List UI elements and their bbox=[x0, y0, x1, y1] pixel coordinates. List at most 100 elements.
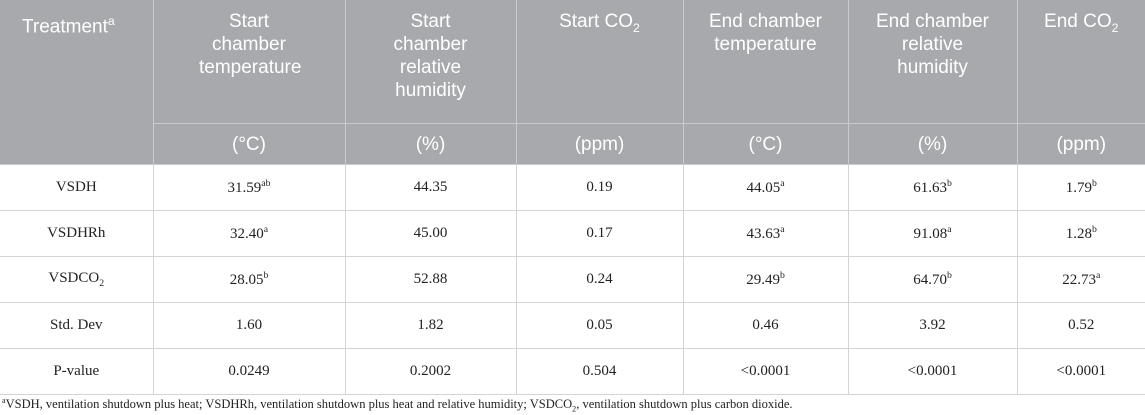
text: 0.17 bbox=[586, 225, 613, 241]
supscript: b bbox=[779, 270, 785, 281]
text: 64.70 bbox=[913, 272, 947, 288]
units-row: (°C) (%) (ppm) (°C) (%) (ppm) bbox=[0, 123, 1145, 165]
text: 1.28 bbox=[1065, 226, 1092, 242]
header-text: End chamber relative humidity bbox=[873, 10, 993, 79]
subscript: 2 bbox=[1111, 20, 1119, 35]
header-cell: Start chamber temperature bbox=[152, 0, 346, 124]
header-row: Treatmenta Start chamber temperature Start… bbox=[0, 0, 1145, 165]
text: 0.05 bbox=[586, 317, 613, 333]
table-cell: <0.0001 bbox=[847, 348, 1018, 395]
table-cell: 1.60 bbox=[152, 302, 346, 349]
header-cell: End CO2 bbox=[1016, 0, 1145, 124]
text: 29.49 bbox=[746, 272, 780, 288]
supscript: b bbox=[263, 270, 269, 281]
text: 0.52 bbox=[1068, 317, 1095, 333]
table-cell: 0.19 bbox=[515, 164, 684, 211]
text: 1.60 bbox=[235, 317, 263, 333]
text: 3.92 bbox=[919, 317, 946, 333]
unit-cell: (°C) bbox=[682, 123, 849, 165]
table-cell: VSDCO2 bbox=[0, 256, 154, 303]
text: , ventilation shutdown plus carbon dioxi… bbox=[576, 397, 793, 412]
header-cell: Start chamber relative humidity bbox=[344, 0, 517, 124]
table-cell: VSDHRh bbox=[0, 210, 154, 257]
unit-cell: (%) bbox=[344, 123, 517, 165]
text: 32.40 bbox=[229, 226, 264, 242]
text: 28.05 bbox=[229, 272, 264, 288]
footnote: aVSDH, ventilation shutdown plus heat; V… bbox=[2, 396, 793, 414]
text: Start CO bbox=[559, 11, 634, 32]
text: Std. Dev bbox=[50, 317, 103, 333]
table-row: VSDCO2 28.05b 52.88 0.24 29.49b 64.70b 22.73a bbox=[0, 256, 1145, 303]
header-cell: Treatmenta bbox=[0, 0, 154, 165]
table-cell: 64.70b bbox=[847, 256, 1018, 303]
unit-cell: (ppm) bbox=[515, 123, 684, 165]
text: Start chamber relative humidity bbox=[393, 11, 468, 101]
table-cell: 0.0249 bbox=[152, 348, 346, 395]
supscript: a bbox=[107, 14, 115, 28]
text: 43.63 bbox=[746, 226, 781, 242]
table-cell: 22.73a bbox=[1016, 256, 1145, 303]
table-cell: Std. Dev bbox=[0, 302, 154, 349]
table-cell: 3.92 bbox=[847, 302, 1018, 349]
text: 1.82 bbox=[417, 317, 444, 333]
text: 44.05 bbox=[746, 180, 781, 196]
header-text: End chamber temperature bbox=[706, 10, 826, 56]
text: 91.08 bbox=[913, 226, 948, 242]
table-cell: 31.59ab bbox=[152, 164, 346, 211]
supscript: a bbox=[1095, 270, 1101, 281]
supscript: a bbox=[947, 224, 952, 235]
table-cell: 0.24 bbox=[515, 256, 684, 303]
text: VSDH, ventilation shutdown plus heat; VS… bbox=[5, 397, 573, 412]
text: 1.79 bbox=[1065, 180, 1092, 196]
header-text: Start chamber relative humidity bbox=[381, 10, 481, 102]
text: 61.63 bbox=[913, 180, 947, 196]
text: <0.0001 bbox=[740, 363, 791, 379]
table-cell: VSDH bbox=[0, 164, 154, 211]
unit-cell: (%) bbox=[847, 123, 1018, 165]
table-row: VSDHRh 32.40a 45.00 0.17 43.63a 91.08a 1.28b bbox=[0, 210, 1145, 257]
supscript: b bbox=[946, 178, 952, 189]
text: <0.0001 bbox=[907, 363, 958, 379]
text: 0.2002 bbox=[409, 363, 452, 379]
text: VSDH bbox=[55, 179, 97, 195]
text: 0.46 bbox=[752, 317, 779, 333]
subscript: 2 bbox=[99, 278, 105, 289]
text: VSDHRh bbox=[47, 225, 106, 241]
supscript: a bbox=[780, 224, 785, 235]
text: Start chamber temperature bbox=[199, 11, 302, 78]
table-cell: 43.63a bbox=[682, 210, 849, 257]
header-text: Start CO2 bbox=[559, 10, 640, 40]
table-cell: 0.17 bbox=[515, 210, 684, 257]
table-cell: 44.35 bbox=[344, 164, 517, 211]
table-cell: 0.504 bbox=[515, 348, 684, 395]
text: 31.59 bbox=[227, 180, 262, 196]
header-cell: End chamber relative humidity bbox=[847, 0, 1018, 124]
table-body: VSDH 31.59ab 44.35 0.19 44.05a 61.63b 1.79b VSD… bbox=[0, 164, 1145, 395]
text: 45.00 bbox=[413, 225, 448, 241]
table-cell: 0.2002 bbox=[344, 348, 517, 395]
text: P-value bbox=[53, 363, 100, 379]
table-cell: P-value bbox=[0, 348, 154, 395]
table-cell: 0.52 bbox=[1016, 302, 1145, 349]
unit-cell: (ppm) bbox=[1016, 123, 1145, 165]
table-row: P-value 0.0249 0.2002 0.504 <0.0001 <0.0001 <0… bbox=[0, 348, 1145, 395]
table-cell: 29.49b bbox=[682, 256, 849, 303]
text: 0.24 bbox=[586, 271, 613, 287]
data-table: Treatmenta Start chamber temperature Start… bbox=[0, 0, 1145, 395]
table-cell: <0.0001 bbox=[1016, 348, 1145, 395]
text: End CO bbox=[1044, 11, 1112, 32]
text: 52.88 bbox=[413, 271, 448, 287]
table-cell: 1.79b bbox=[1016, 164, 1145, 211]
text: 0.0249 bbox=[228, 363, 270, 379]
supscript: b bbox=[946, 270, 952, 281]
header-cell: End chamber temperature bbox=[682, 0, 849, 124]
table-cell: 91.08a bbox=[847, 210, 1018, 257]
table-cell: 0.46 bbox=[682, 302, 849, 349]
table-row: VSDH 31.59ab 44.35 0.19 44.05a 61.63b 1.79b bbox=[0, 164, 1145, 211]
table-cell: 1.82 bbox=[344, 302, 517, 349]
header-text: Start chamber temperature bbox=[199, 10, 302, 79]
text: 0.504 bbox=[582, 363, 617, 379]
text: VSDCO bbox=[48, 270, 100, 286]
table-cell: 1.28b bbox=[1016, 210, 1145, 257]
